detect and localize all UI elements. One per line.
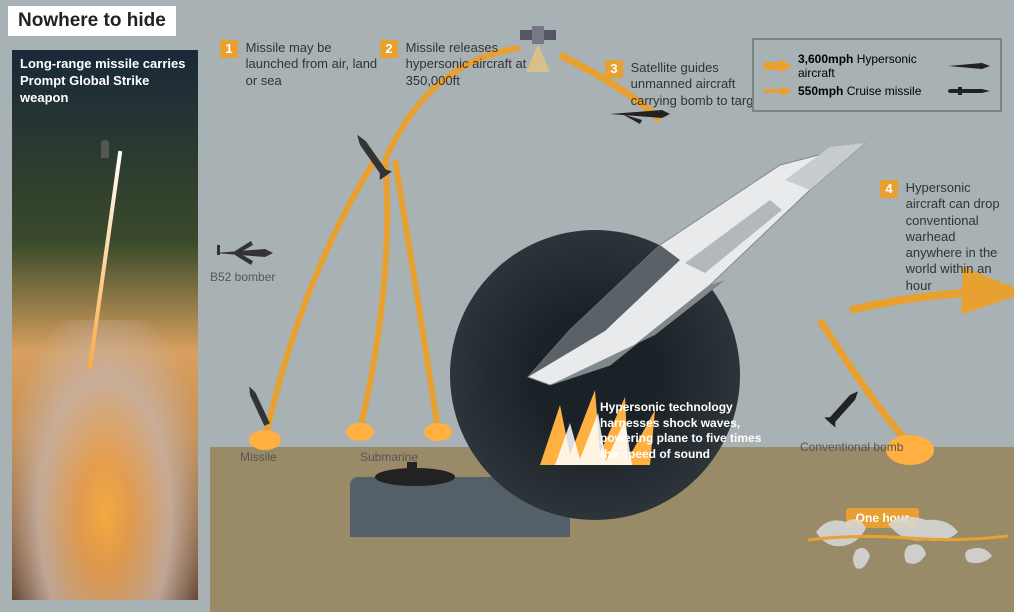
legend-speed-hypersonic: 3,600mph <box>798 52 853 66</box>
legend-arrow-thick-icon <box>764 59 792 73</box>
legend-text-cruise: Cruise missile <box>847 84 922 98</box>
cruise-silhouette-icon <box>948 86 990 96</box>
step-4-number: 4 <box>880 180 898 198</box>
infographic-title: Nowhere to hide <box>8 6 176 36</box>
step-1-text: Missile may be launched from air, land o… <box>246 40 380 89</box>
bomb-icon <box>824 386 863 427</box>
step-2-text: Missile releases hypersonic aircraft at … <box>406 40 540 89</box>
ground-missile-icon <box>247 385 270 426</box>
photo-panel: Long-range missile carries Prompt Global… <box>12 50 198 600</box>
infographic-container: Nowhere to hide Long-range missile carri… <box>0 0 1014 612</box>
label-b52: B52 bomber <box>210 270 275 284</box>
step-4-text: Hypersonic aircraft can drop conventiona… <box>906 180 1010 294</box>
legend-row-hypersonic: 3,600mph Hypersonic aircraft <box>764 52 990 80</box>
step-1-number: 1 <box>220 40 238 58</box>
label-missile: Missile <box>240 450 277 464</box>
launch-missile-tip <box>101 140 109 158</box>
legend-speed-cruise: 550mph <box>798 84 843 98</box>
step-3-number: 3 <box>605 60 623 78</box>
label-conventional-bomb: Conventional bomb <box>800 440 903 454</box>
legend-arrow-thin-icon <box>764 84 792 98</box>
diagram-area: 1 Missile may be launched from air, land… <box>210 0 1014 612</box>
photo-caption: Long-range missile carries Prompt Global… <box>20 56 190 107</box>
legend-row-cruise: 550mph Cruise missile <box>764 84 990 98</box>
world-map-icon <box>808 494 1008 594</box>
shockwave-circle <box>450 230 740 520</box>
step-3-text: Satellite guides unmanned aircraft carry… <box>631 60 765 109</box>
step-4: 4 Hypersonic aircraft can drop conventio… <box>880 180 1010 294</box>
unmanned-aircraft-icon <box>610 110 670 124</box>
step-2-number: 2 <box>380 40 398 58</box>
legend-label-cruise: 550mph Cruise missile <box>798 84 944 98</box>
launch-smoke <box>12 320 198 600</box>
b52-icon <box>215 241 273 265</box>
step-3: 3 Satellite guides unmanned aircraft car… <box>605 60 765 109</box>
step-1: 1 Missile may be launched from air, land… <box>220 40 380 89</box>
legend-label-hypersonic: 3,600mph Hypersonic aircraft <box>798 52 944 80</box>
step-2: 2 Missile releases hypersonic aircraft a… <box>380 40 540 89</box>
legend-box: 3,600mph Hypersonic aircraft 550mph Crui… <box>752 38 1002 112</box>
small-missile-icon <box>351 130 392 180</box>
label-submarine: Submarine <box>360 450 418 464</box>
shockwave-caption: Hypersonic technology harnesses shock wa… <box>600 400 770 462</box>
hypersonic-silhouette-icon <box>948 61 990 71</box>
